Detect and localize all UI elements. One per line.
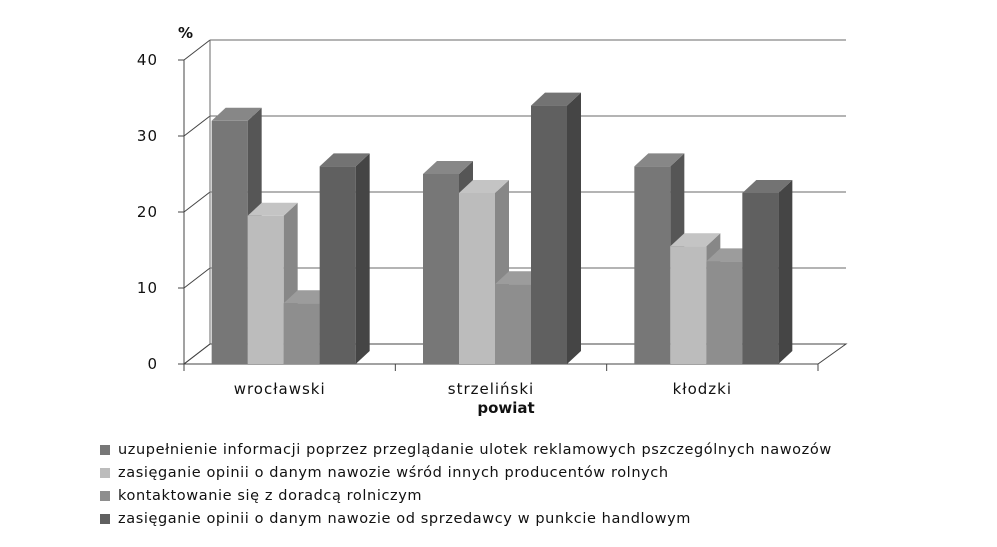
legend-label: zasięganie opinii o danym nawozie od spr… (118, 510, 692, 527)
legend-item: zasięganie opinii o danym nawozie wśród … (100, 461, 832, 484)
bar-front (670, 246, 707, 364)
y-tick-label: 20 (137, 203, 158, 221)
bar-top (459, 180, 509, 193)
bar-top (247, 202, 298, 216)
y-tick-label: 10 (137, 279, 158, 297)
bar (319, 153, 370, 364)
y-tick-label: 40 (137, 51, 158, 69)
bar-top (742, 180, 793, 193)
bar-side (355, 153, 370, 364)
x-axis-title: powiat (477, 399, 534, 417)
bar-front (283, 303, 320, 364)
x-tick-label: kłodzki (673, 380, 732, 398)
bar-front (495, 284, 531, 364)
bar-front (634, 166, 671, 364)
x-tick-label: strzeliński (448, 380, 534, 398)
bar-front (459, 193, 495, 364)
bar-front (319, 166, 356, 364)
bar (459, 180, 509, 364)
bar-top (423, 161, 473, 174)
y-tick-depth-line (183, 267, 211, 289)
y-axis-title: % (178, 24, 193, 42)
bar-top (634, 153, 685, 167)
y-tick-depth-line (183, 191, 211, 213)
legend-swatch (100, 513, 110, 524)
legend: uzupełnienie informacji poprzez przegląd… (100, 438, 832, 530)
bar (742, 180, 793, 364)
axes (178, 39, 848, 371)
bar-front (247, 215, 284, 364)
y-tick-label: 30 (137, 127, 158, 145)
bar-front (742, 193, 779, 364)
bar-front (423, 174, 459, 364)
legend-label: uzupełnienie informacji poprzez przegląd… (118, 441, 832, 458)
y-tick-depth-line (183, 115, 211, 137)
y-tick-label: 0 (147, 355, 158, 373)
bar-front (211, 120, 248, 364)
bar (531, 92, 581, 364)
bar-side (778, 180, 793, 364)
x-tick-label: wrocławski (234, 380, 326, 398)
legend-swatch (100, 467, 110, 478)
legend-item: kontaktowanie się z doradcą rolniczym (100, 484, 832, 507)
bar-top (319, 153, 370, 167)
legend-label: kontaktowanie się z doradcą rolniczym (118, 487, 423, 504)
legend-swatch (100, 490, 110, 501)
bar-side (567, 92, 581, 364)
bar-top (531, 92, 581, 106)
bar-front (531, 105, 567, 364)
legend-label: zasięganie opinii o danym nawozie wśród … (118, 464, 669, 481)
bar-top (670, 233, 721, 247)
y-tick-depth-line (183, 39, 211, 61)
labels: 0 10 20 30 40 wrocławski strzeliński kłodzki (137, 51, 732, 398)
legend-item: zasięganie opinii o danym nawozie od spr… (100, 507, 832, 530)
bars (211, 92, 793, 365)
bar-top (211, 107, 262, 121)
bar-front (706, 261, 743, 364)
legend-item: uzupełnienie informacji poprzez przegląd… (100, 438, 832, 461)
legend-swatch (100, 444, 110, 455)
